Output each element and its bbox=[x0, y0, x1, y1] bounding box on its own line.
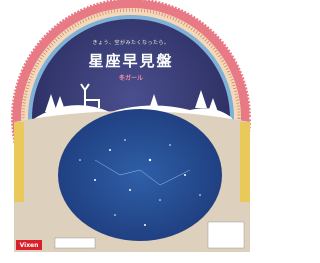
tagline: きょう、空がみたくなったら。 bbox=[92, 39, 169, 46]
accessory-cards bbox=[55, 238, 95, 248]
side-scale-right bbox=[240, 122, 250, 202]
brand-logo: Vixen bbox=[20, 242, 39, 249]
product-title: 星座早見盤 bbox=[88, 52, 173, 70]
side-scale-left bbox=[14, 122, 24, 202]
planisphere-photo: きょう、空がみたくなったら。 星座早見盤 冬ガール Vixen bbox=[0, 0, 263, 263]
legend-box bbox=[208, 222, 244, 248]
star-window bbox=[58, 109, 222, 241]
product-subtitle: 冬ガール bbox=[119, 74, 143, 82]
